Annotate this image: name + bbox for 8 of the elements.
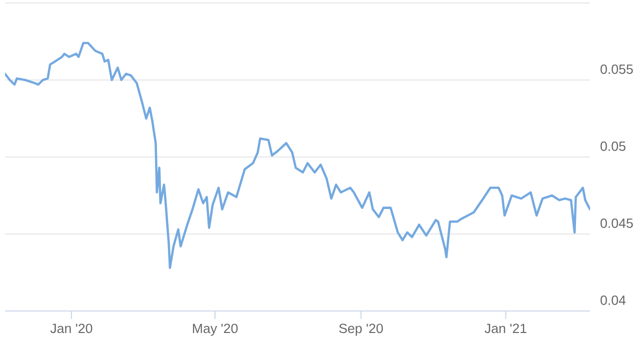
x-tick-label: Jan '21 bbox=[484, 324, 526, 334]
x-tick-label: May '20 bbox=[192, 324, 238, 336]
y-tick-label: 0.05 bbox=[600, 142, 626, 151]
y-tick-label: 0.045 bbox=[600, 218, 633, 228]
y-tick-label: 0.055 bbox=[600, 64, 633, 74]
y-tick-label: 0.04 bbox=[600, 296, 626, 305]
x-tick-label: Sep '20 bbox=[339, 324, 383, 336]
x-tick-label: Jan '20 bbox=[50, 324, 92, 334]
